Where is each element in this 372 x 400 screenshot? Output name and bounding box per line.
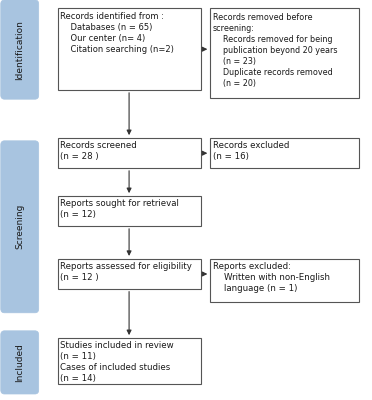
Text: Records removed before
screening:
    Records removed for being
    publication : Records removed before screening: Record… xyxy=(213,13,337,88)
FancyBboxPatch shape xyxy=(58,196,201,226)
FancyBboxPatch shape xyxy=(1,0,39,99)
Text: Reports assessed for eligibility
(n = 12 ): Reports assessed for eligibility (n = 12… xyxy=(60,262,192,282)
FancyBboxPatch shape xyxy=(210,138,359,168)
Text: Records excluded
(n = 16): Records excluded (n = 16) xyxy=(213,141,289,161)
Text: Reports excluded:
    Written with non-English
    language (n = 1): Reports excluded: Written with non-Engli… xyxy=(213,262,330,293)
Text: Included: Included xyxy=(15,343,24,382)
Text: Records screened
(n = 28 ): Records screened (n = 28 ) xyxy=(60,141,137,161)
Text: Identification: Identification xyxy=(15,20,24,80)
FancyBboxPatch shape xyxy=(1,141,39,313)
FancyBboxPatch shape xyxy=(58,8,201,90)
Text: Reports sought for retrieval
(n = 12): Reports sought for retrieval (n = 12) xyxy=(60,199,179,219)
Text: Records identified from :
    Databases (n = 65)
    Our center (n= 4)
    Citat: Records identified from : Databases (n =… xyxy=(60,12,174,54)
FancyBboxPatch shape xyxy=(210,259,359,302)
FancyBboxPatch shape xyxy=(58,259,201,289)
FancyBboxPatch shape xyxy=(1,331,39,394)
FancyBboxPatch shape xyxy=(58,138,201,168)
Text: Screening: Screening xyxy=(15,204,24,250)
Text: Studies included in review
(n = 11)
Cases of included studies
(n = 14): Studies included in review (n = 11) Case… xyxy=(60,341,174,383)
FancyBboxPatch shape xyxy=(58,338,201,384)
FancyBboxPatch shape xyxy=(210,8,359,98)
